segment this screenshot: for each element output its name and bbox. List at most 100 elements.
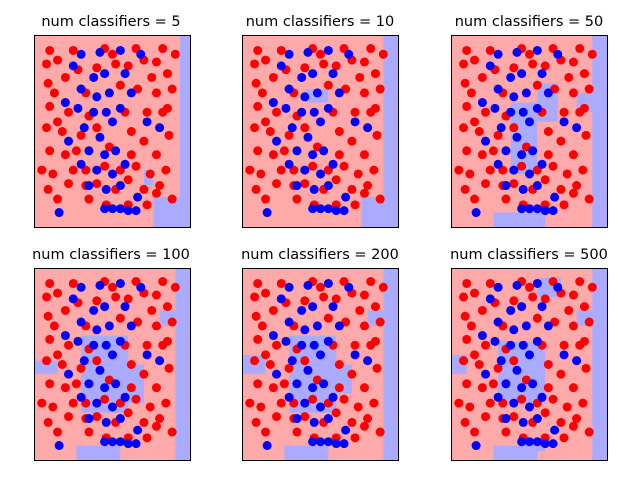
panel-4-point-class-a-30 xyxy=(60,383,70,393)
panel-4-point-class-b-14 xyxy=(115,336,125,346)
panel-2-point-class-a-16 xyxy=(375,84,385,94)
panel-2-point-class-b-8 xyxy=(284,84,294,94)
panel-6-point-class-b-12 xyxy=(506,340,516,350)
panel-4-point-class-a-1 xyxy=(42,292,52,302)
panel-3-point-class-b-2 xyxy=(512,47,522,57)
panel-3-point-class-a-15 xyxy=(568,88,578,98)
panel-6-point-class-b-19 xyxy=(517,383,527,393)
panel-5-point-class-a-1 xyxy=(250,292,260,302)
panel-4-point-class-a-59 xyxy=(111,292,121,302)
panel-5-point-class-b-3 xyxy=(323,278,333,288)
panel-4-point-class-a-23 xyxy=(57,360,67,369)
panel-5-region-class-b-1 xyxy=(284,445,329,461)
panel-3-point-class-a-46 xyxy=(556,184,566,194)
panel-1-point-class-b-18 xyxy=(84,146,94,156)
panel-5-point-class-b-25 xyxy=(292,414,302,424)
panel-4-point-class-b-15 xyxy=(79,356,89,366)
panel-2-point-class-a-49 xyxy=(292,194,302,204)
panel-4-point-class-a-29 xyxy=(45,379,55,389)
panel-3-point-class-a-31 xyxy=(543,150,553,160)
panel-2-point-class-a-26 xyxy=(334,127,344,136)
panel-5-point-class-a-33 xyxy=(256,402,266,412)
panel-3-point-class-a-11 xyxy=(477,72,487,82)
panel-3-point-class-a-25 xyxy=(509,123,519,133)
panel-5-point-class-a-20 xyxy=(350,340,360,350)
panel-6-point-class-b-27 xyxy=(532,414,542,424)
panel-3-point-class-a-4 xyxy=(509,63,519,73)
panel-5-point-class-a-45 xyxy=(331,408,341,418)
panel-2-point-class-a-48 xyxy=(261,194,271,204)
panel-2-point-class-a-29 xyxy=(253,146,263,156)
panel-3-point-class-b-28 xyxy=(550,192,560,202)
panel-5-point-class-a-30 xyxy=(268,383,278,393)
panel-2-point-class-b-19 xyxy=(308,150,318,160)
panel-3-point-class-b-25 xyxy=(501,181,511,191)
panel-5-point-class-b-27 xyxy=(323,414,333,424)
panel-5-point-class-a-42 xyxy=(272,412,282,422)
panel-2-point-class-a-59 xyxy=(319,59,329,69)
panel-6-point-class-a-45 xyxy=(540,408,550,418)
panel-4-point-class-b-32 xyxy=(123,439,133,449)
panel-1-point-class-b-29 xyxy=(100,204,110,214)
panel-3-point-class-a-10 xyxy=(460,78,470,88)
panel-4-point-class-a-41 xyxy=(43,417,53,427)
panel-1-point-class-b-7 xyxy=(120,69,130,79)
panel-6-point-class-a-10 xyxy=(460,311,470,321)
panel-4-point-class-b-39 xyxy=(64,369,74,379)
panel-5-point-class-b-2 xyxy=(303,280,313,290)
panel-2-point-class-a-18 xyxy=(272,107,282,117)
panel-6-point-class-a-13 xyxy=(532,313,542,323)
panel-3-point-class-a-5 xyxy=(525,49,534,59)
panel-3-point-class-a-13 xyxy=(532,80,542,90)
panel-1-point-class-b-33 xyxy=(131,206,141,216)
panel-3-point-class-b-9 xyxy=(509,92,519,102)
panel-1-point-class-b-10 xyxy=(104,88,114,98)
panel-4-point-class-b-22 xyxy=(92,398,102,408)
panel-5-point-class-b-6 xyxy=(308,302,318,312)
panel-6-point-class-a-16 xyxy=(584,317,594,327)
panel-5-point-class-a-41 xyxy=(251,417,261,427)
panel-6-point-class-a-2 xyxy=(470,288,480,298)
panel-6-point-class-b-28 xyxy=(550,425,560,435)
panel-6-point-class-a-38 xyxy=(548,394,558,404)
panel-5-point-class-a-59 xyxy=(319,292,329,302)
panel-2-point-class-a-46 xyxy=(347,184,357,194)
panel-5-point-class-a-10 xyxy=(251,311,261,321)
panel-1-point-class-a-26 xyxy=(126,127,136,136)
panel-5-point-class-a-53 xyxy=(253,278,263,288)
panel-1-point-class-b-27 xyxy=(115,181,125,191)
panel-2-point-class-a-53 xyxy=(253,45,263,55)
panel-1-point-class-a-48 xyxy=(53,194,63,204)
panel-6-point-class-a-36 xyxy=(517,394,527,404)
panel-4-point-class-b-3 xyxy=(115,278,125,288)
panel-3-point-class-b-7 xyxy=(537,69,547,79)
panel-4-point-class-a-70 xyxy=(37,398,47,408)
panel-6-point-class-a-15 xyxy=(568,321,578,331)
panel-3-point-class-a-70 xyxy=(454,165,464,175)
panel-5-point-class-b-1 xyxy=(284,282,294,292)
panel-2-point-class-b-18 xyxy=(292,146,302,156)
panel-3-point-class-b-30 xyxy=(525,204,534,214)
panel-2-point-class-b-28 xyxy=(341,192,351,202)
panel-3-point-class-b-38 xyxy=(559,117,569,127)
panel-6-point-class-a-51 xyxy=(559,433,569,443)
panel-1-point-class-a-42 xyxy=(64,179,74,189)
panel-5-point-class-a-24 xyxy=(284,363,294,373)
panel-3-point-class-b-37 xyxy=(477,98,487,108)
panel-1-point-class-b-35 xyxy=(126,88,136,98)
panel-2-point-class-b-12 xyxy=(297,107,307,117)
panel-4-point-class-b-26 xyxy=(101,417,111,427)
panel-6-point-class-b-39 xyxy=(481,369,491,379)
panel-6-point-class-a-67 xyxy=(568,421,578,431)
panel-5-point-class-b-16 xyxy=(303,365,313,375)
panel-2-point-class-b-5 xyxy=(276,61,286,71)
panel-1-point-class-b-28 xyxy=(133,192,143,202)
panel-4-point-class-a-16 xyxy=(167,317,177,327)
panel-3-point-class-a-68 xyxy=(470,117,480,127)
panel-4-point-class-b-16 xyxy=(95,365,105,375)
panel-3-point-class-b-12 xyxy=(506,107,516,117)
panel-4-region-class-b-1 xyxy=(76,445,121,461)
panel-1-point-class-a-39 xyxy=(145,169,155,179)
panel-2-title: num classifiers = 10 xyxy=(246,14,395,30)
panel-6-point-class-a-47 xyxy=(572,414,582,424)
